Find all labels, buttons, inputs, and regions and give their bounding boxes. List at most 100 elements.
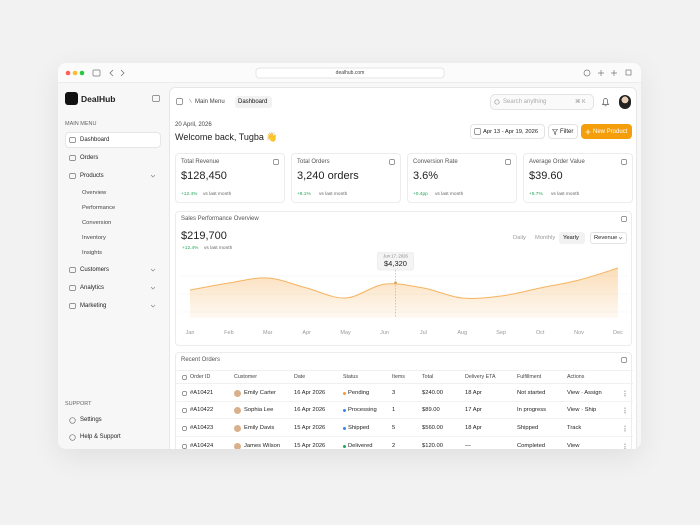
orders-title: Recent Orders (181, 357, 221, 363)
browser-controls (65, 67, 632, 79)
cell[interactable]: View · Ship (567, 407, 597, 413)
glyph (505, 159, 511, 165)
cell: Delivered (348, 443, 373, 449)
nav-item[interactable]: Dashboard (80, 137, 110, 143)
icon (69, 267, 76, 273)
support-item[interactable]: Settings (80, 417, 102, 423)
cell: 18 Apr (465, 425, 482, 431)
glyph (182, 425, 187, 431)
tab[interactable]: Yearly (563, 235, 579, 241)
cell: Shipped (517, 425, 539, 431)
x-tick-label: Nov (574, 330, 584, 336)
glyph (69, 433, 76, 441)
date-range-button[interactable] (470, 124, 545, 139)
kpi-change: +12.4% (181, 192, 198, 197)
cell[interactable]: View · Assign (567, 390, 602, 396)
line (189, 267, 619, 299)
filter-label: Filter (560, 128, 574, 135)
tab[interactable]: Monthly (535, 235, 556, 241)
date-range: Apr 13 - Apr 19, 2026 (483, 128, 539, 135)
cell: James Wilson (244, 443, 281, 449)
avatar[interactable] (619, 95, 631, 109)
glyph (69, 267, 76, 273)
column-header: Actions (567, 374, 585, 380)
nav-subitem[interactable]: Overview (82, 190, 107, 196)
cell: 3 (392, 390, 396, 396)
tooltip-dot (394, 281, 397, 284)
customer-avatar (234, 406, 241, 414)
icon (69, 173, 76, 179)
breadcrumb[interactable]: Main Menu (195, 99, 225, 105)
main-panel: Main Menu Dashboard Search anything ⌘ K 20 A… (169, 87, 637, 449)
sales-title: Sales Performance Overview (181, 216, 259, 222)
glyph (182, 390, 187, 396)
icon (505, 159, 511, 165)
glyph (69, 173, 76, 179)
filter-icon (552, 128, 558, 135)
breadcrumb[interactable]: Dashboard (238, 99, 268, 105)
nav-item[interactable]: Products (80, 173, 104, 179)
icon (389, 159, 395, 165)
icon (621, 357, 627, 363)
active-highlight (65, 132, 161, 148)
status-dot (343, 427, 346, 430)
glyph (69, 155, 76, 161)
cell: 5 (392, 425, 396, 431)
tooltip-label: Jun 17, 2026 (383, 254, 408, 259)
x-tick-label: Jul (420, 330, 427, 336)
icon (69, 155, 76, 161)
x-tick-label: Mar (263, 330, 273, 336)
cell[interactable]: Track (567, 425, 582, 431)
nav-subitem[interactable]: Insights (82, 250, 102, 256)
chevron (150, 286, 156, 290)
glyph (474, 128, 481, 135)
support-item[interactable]: Help & Support (80, 434, 121, 440)
tab-active (559, 232, 585, 244)
area (190, 268, 618, 318)
column-header: Total (422, 374, 434, 380)
icon (150, 174, 156, 178)
x-tick-label: Apr (302, 330, 311, 336)
icon (182, 407, 187, 413)
search-box[interactable] (490, 94, 594, 110)
cell: $89.00 (422, 407, 440, 413)
nav-subitem[interactable]: Inventory (82, 235, 106, 241)
chevron (618, 236, 623, 240)
glyph (182, 374, 187, 380)
nav-subitem[interactable]: Performance (82, 205, 116, 211)
icon (152, 95, 160, 102)
cell[interactable]: View (567, 443, 580, 449)
metric-dropdown[interactable] (590, 232, 627, 244)
cell: 16 Apr 2026 (294, 407, 326, 413)
column-header: Fulfillment (517, 374, 542, 380)
icon (150, 268, 156, 272)
nav-subitem[interactable]: Conversion (82, 220, 112, 226)
filter-button[interactable] (548, 124, 578, 139)
glyph (621, 216, 627, 222)
kpi-value: $128,450 (181, 170, 227, 182)
kpi-note: vs last month (435, 192, 464, 197)
kpi-card: Average Order Value $39.60 +5.7% vs last mo… (523, 153, 633, 203)
section-label: MAIN MENU (65, 121, 97, 127)
new-product-button[interactable] (581, 124, 632, 139)
nav-item[interactable]: Orders (80, 155, 99, 161)
glyph (69, 285, 76, 291)
column-header: Customer (234, 374, 257, 380)
cell: #A10423 (190, 425, 214, 431)
nav-item[interactable]: Analytics (80, 285, 105, 291)
url[interactable]: dealhub.com (335, 70, 365, 76)
tab[interactable]: Daily (513, 235, 526, 241)
glyph (601, 98, 610, 107)
sales-total: $219,700 (181, 230, 227, 242)
nav-item[interactable]: Marketing (80, 303, 107, 309)
kpi-title: Total Revenue (181, 159, 220, 165)
header-row-bg (176, 370, 633, 384)
nav-item[interactable]: Customers (80, 267, 110, 273)
kpi-title: Conversion Rate (413, 159, 458, 165)
kpi-title: Total Orders (297, 159, 330, 165)
kpi-note: vs last month (203, 192, 232, 197)
row-divider (176, 418, 633, 419)
kpi-card: Conversion Rate 3.6% +0.4pp vs last month (407, 153, 517, 203)
status-dot (343, 409, 346, 412)
